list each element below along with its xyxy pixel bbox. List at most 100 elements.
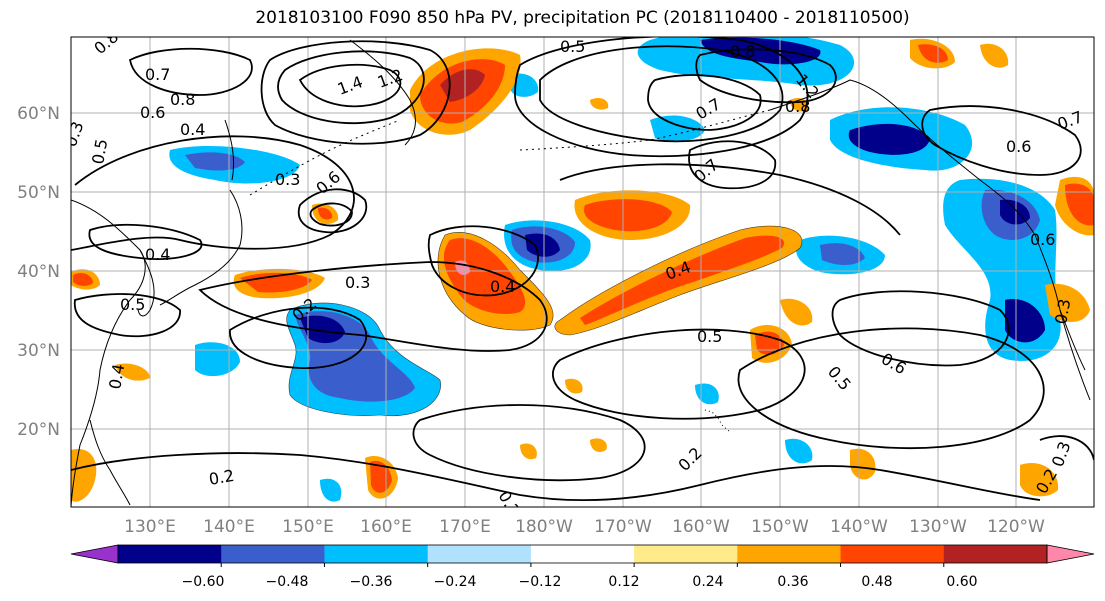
colorbar-extend-high	[1046, 544, 1095, 564]
colorbar-bin	[530, 545, 635, 563]
colorbar-bin	[221, 545, 325, 563]
lon-label: 140°E	[203, 517, 255, 537]
coast-hawaii	[704, 409, 731, 433]
outline-central-west	[437, 232, 554, 331]
pos-fill-hokkaido-mid	[318, 207, 333, 220]
pv-contour-04-sea	[88, 223, 203, 261]
colorbar-bin	[840, 545, 945, 563]
colorbar-tick-label: 0.60	[946, 574, 977, 590]
contour-label: 0.6	[1030, 230, 1055, 249]
coast-kurils	[249, 119, 401, 196]
neg-fill-aleutian-small	[650, 115, 705, 142]
neg-fill-west-pacific-subtropics-core	[300, 315, 345, 344]
pv-contour-07-north	[128, 47, 253, 96]
lon-axis: 130°E 140°E 150°E 160°E 170°E 180°W 170°…	[124, 517, 1045, 537]
colorbar-ticks: −0.60 −0.48 −0.36 −0.24 −0.12 0.12 0.24 …	[182, 574, 978, 590]
colorbar-tick-label: −0.60	[182, 574, 225, 590]
lon-label: 160°E	[360, 517, 412, 537]
colorbar-frame	[117, 544, 1048, 564]
contour-label: 0.2	[207, 466, 235, 489]
coast-kamchatka	[349, 39, 416, 146]
coast-baja	[1059, 309, 1086, 371]
contour-label: 0.3	[345, 273, 370, 292]
pos-fill-small-4	[520, 443, 537, 460]
lon-label: 170°E	[439, 517, 491, 537]
pv-contours	[71, 37, 1094, 502]
contour-label: 0.5	[697, 327, 722, 346]
coast-sakhalin	[224, 119, 235, 181]
pos-fill-south-china	[71, 449, 97, 502]
pv-contour-12-kamchatka	[277, 50, 425, 125]
colorbar-bin	[427, 545, 532, 563]
pv-contour-02-trop	[412, 404, 646, 482]
pv-contour-07-gulf	[688, 140, 776, 190]
lat-label: 60°N	[17, 104, 60, 124]
colorbar-tick-label: −0.12	[519, 574, 562, 590]
pos-fill-kamchatka-core	[440, 69, 485, 102]
outline-jet-band	[554, 225, 803, 336]
contour-label: 0.4	[145, 245, 170, 264]
contour-label: 0.7	[145, 65, 170, 84]
coast-korea	[137, 249, 155, 317]
map-title: 2018103100 F090 850 hPa PV, precipitatio…	[255, 8, 910, 28]
pos-fill-small-3	[565, 378, 583, 394]
colorbar-bin	[324, 545, 429, 563]
colorbar	[70, 544, 1095, 567]
contour-label: 0.6	[140, 103, 165, 122]
contour-label: 0.4	[105, 362, 128, 390]
pos-fill-far-east-tropics	[1020, 462, 1059, 497]
contour-label: 0.4	[490, 277, 515, 296]
pv-contour-03-central	[198, 261, 548, 352]
lon-label: 130°W	[909, 517, 967, 537]
lon-label: 120°W	[987, 517, 1045, 537]
pv-contour-long-n	[559, 163, 901, 236]
contour-label: 0.8	[170, 90, 195, 109]
contour-label: 0.5	[88, 137, 111, 165]
coast-aleutians	[519, 109, 771, 151]
colorbar-tick-label: −0.24	[434, 574, 477, 590]
pv-contour-08-gulf	[695, 48, 837, 104]
lon-label: 150°E	[282, 517, 334, 537]
pos-fill-northeast-mid	[918, 44, 948, 63]
colorbar-bin	[737, 545, 842, 563]
colorbar-tick-label: 0.36	[777, 574, 808, 590]
map-frame	[70, 36, 1095, 508]
colorbar-tick-label: −0.36	[350, 574, 393, 590]
colorbar-tick-label: 0.48	[861, 574, 892, 590]
pos-fill-jet-band-mid	[580, 235, 785, 325]
contour-label: 0.3	[275, 170, 300, 189]
coast-alaska	[769, 79, 1036, 236]
pos-fill-small-2	[590, 438, 607, 452]
coast-japan	[159, 189, 243, 306]
neg-fill-sw-corner	[320, 478, 342, 502]
coast-asia	[71, 199, 146, 507]
lat-label: 20°N	[17, 420, 60, 440]
colorbar-tick-label: −0.48	[266, 574, 309, 590]
pv-contour-07-aleut	[647, 74, 762, 131]
neg-fill-east-pacific-north-core	[700, 37, 821, 65]
pos-fill-central-pacific-west-mid	[443, 238, 526, 315]
pos-fill-east-pacific-south-mid	[755, 331, 784, 355]
neg-fill-gulf-alaska-core	[848, 123, 930, 155]
pv-contour-02-south	[71, 452, 1041, 502]
neg-fill-central-pacific-core	[525, 233, 560, 257]
neg-fill-japan-north-mid	[185, 152, 245, 171]
lon-label: 130°E	[124, 517, 176, 537]
pos-fills	[71, 38, 1094, 502]
pv-contour-05-mid	[551, 328, 806, 420]
coastlines	[71, 39, 1091, 507]
lon-label: 180°W	[515, 517, 573, 537]
fill-outlines	[286, 225, 803, 417]
lat-label: 30°N	[17, 341, 60, 361]
lon-label: 170°W	[594, 517, 652, 537]
pv-contour-06-alaska	[921, 105, 1082, 176]
lat-label: 40°N	[17, 262, 60, 282]
neg-fill-east-pacific-central-mid	[820, 243, 865, 265]
colorbar-bin	[943, 545, 1048, 563]
lon-label: 160°W	[672, 517, 730, 537]
pv-contour-07-hokkaido	[309, 202, 353, 227]
outline-west-pac	[286, 302, 441, 417]
lon-label: 150°W	[751, 517, 809, 537]
pv-contour-05-east	[737, 327, 1045, 450]
contour-label: 0.8	[730, 42, 755, 61]
